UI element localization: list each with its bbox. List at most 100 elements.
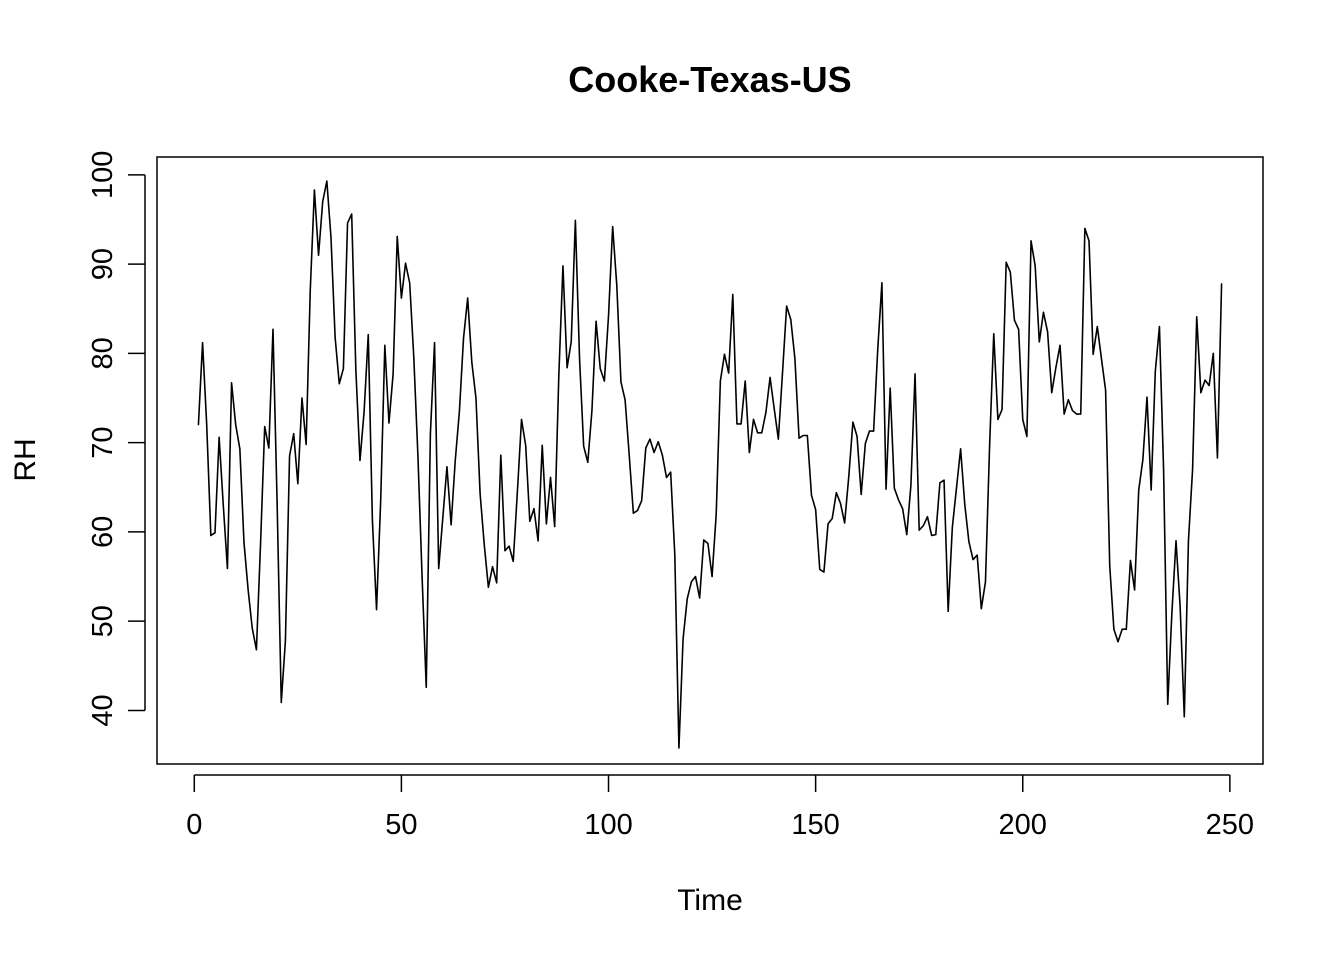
data-point: [931, 534, 933, 537]
data-point: [810, 494, 813, 496]
data-point: [786, 305, 788, 307]
data-point: [1121, 628, 1123, 630]
data-point: [1026, 435, 1028, 437]
data-point: [641, 500, 643, 502]
data-point: [214, 532, 216, 534]
data-point: [396, 235, 398, 238]
data-point: [844, 522, 846, 524]
data-point: [1175, 540, 1177, 542]
data-point: [1204, 379, 1206, 381]
data-point: [491, 566, 494, 568]
data-point: [570, 341, 572, 343]
data-point: [794, 358, 796, 360]
data-point: [670, 471, 672, 473]
data-point: [939, 482, 941, 484]
data-point: [636, 509, 639, 512]
data-point: [1133, 589, 1136, 591]
data-point: [889, 387, 891, 389]
data-point: [761, 432, 763, 434]
data-point: [1104, 389, 1107, 391]
data-point: [732, 293, 734, 296]
data-point: [790, 318, 792, 321]
data-point: [603, 380, 605, 382]
data-point: [578, 357, 581, 359]
data-point: [972, 558, 974, 561]
data-point: [690, 581, 692, 583]
plot-frame: [156, 156, 1264, 765]
data-points: [197, 180, 1223, 749]
data-point: [819, 568, 821, 571]
data-point: [591, 409, 593, 412]
data-point: [1208, 384, 1210, 387]
data-point: [400, 297, 402, 299]
x-tick-label: 0: [186, 809, 202, 841]
data-point: [595, 320, 597, 322]
data-point: [363, 410, 365, 412]
data-point: [549, 476, 552, 479]
data-point: [1158, 326, 1161, 328]
y-axis: 40 50 60 70 80 90 100: [87, 151, 146, 727]
data-point: [1096, 326, 1098, 328]
data-point: [1034, 265, 1036, 267]
x-tick-label: 100: [584, 809, 632, 841]
data-point: [222, 504, 224, 506]
data-point: [230, 382, 233, 384]
data-point: [520, 418, 523, 421]
data-point: [346, 222, 349, 224]
data-point: [736, 423, 738, 425]
data-point: [1162, 468, 1165, 471]
data-point: [512, 560, 514, 562]
data-point: [1018, 328, 1020, 330]
data-point: [367, 334, 369, 336]
data-point: [935, 533, 937, 536]
data-point: [1109, 565, 1111, 567]
data-point: [421, 576, 423, 579]
data-point: [533, 508, 535, 510]
y-tick-label: 60: [87, 516, 119, 548]
data-point: [554, 525, 556, 528]
data-point: [632, 512, 634, 514]
data-point: [897, 499, 900, 501]
data-point: [1080, 413, 1082, 415]
y-axis-title: RH: [9, 438, 42, 481]
data-point: [902, 508, 904, 510]
data-point: [624, 399, 626, 401]
data-point: [1009, 271, 1011, 273]
data-point: [769, 376, 771, 379]
data-point: [752, 418, 755, 421]
data-point: [1154, 370, 1156, 372]
data-point: [1088, 240, 1090, 242]
data-point: [616, 284, 618, 287]
data-point: [1200, 392, 1202, 394]
data-point: [744, 380, 746, 382]
data-point: [313, 189, 316, 191]
data-point: [380, 500, 382, 502]
data-point: [1179, 606, 1181, 608]
data-point: [458, 410, 460, 412]
data-point: [334, 336, 336, 338]
data-point: [848, 475, 850, 478]
data-point: [707, 542, 709, 545]
data-point: [433, 342, 436, 344]
data-point: [757, 432, 759, 434]
data-point: [661, 454, 663, 456]
y-tick-label: 50: [87, 605, 119, 637]
data-point: [715, 513, 717, 515]
data-point: [699, 597, 701, 599]
x-axis: 0 50 100 150 200 250: [186, 774, 1254, 841]
data-point: [1001, 409, 1003, 411]
data-point: [1076, 413, 1078, 415]
data-point: [417, 456, 419, 458]
data-point: [235, 424, 237, 426]
data-point: [529, 520, 531, 522]
data-point: [777, 438, 779, 440]
data-point: [1063, 413, 1065, 415]
data-point: [926, 516, 929, 518]
data-point: [806, 434, 808, 437]
y-tick-label: 70: [87, 427, 119, 459]
data-point: [703, 539, 705, 541]
data-point: [997, 418, 999, 421]
data-point: [1191, 468, 1194, 471]
data-point: [359, 459, 361, 462]
data-point: [881, 282, 883, 284]
